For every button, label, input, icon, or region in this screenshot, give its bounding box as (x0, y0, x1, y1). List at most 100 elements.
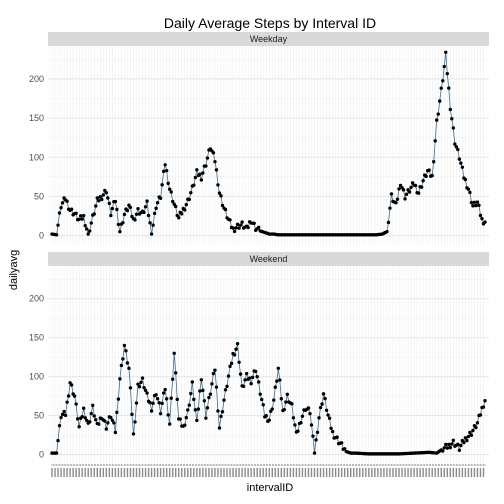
data-point (214, 385, 219, 389)
x-tick-label (398, 468, 400, 477)
data-point (228, 364, 232, 369)
data-point (279, 397, 284, 401)
x-tick-label (181, 468, 183, 477)
vertical-gridlines (51, 266, 484, 464)
data-point (103, 419, 107, 423)
data-point (213, 368, 217, 372)
x-tick-label (54, 468, 56, 477)
data-point (403, 197, 407, 201)
x-tick-label (117, 468, 120, 477)
data-point (450, 442, 454, 446)
x-tick-label (304, 468, 307, 477)
data-point (89, 411, 93, 416)
data-point (92, 414, 96, 418)
data-point (234, 347, 238, 351)
data-point (211, 151, 216, 155)
data-point (435, 118, 439, 122)
y-tick-label: 100 (29, 152, 44, 162)
x-tick-label (331, 468, 334, 477)
panel-strip (48, 32, 489, 46)
data-point (459, 443, 463, 448)
data-point (240, 220, 244, 224)
data-point (327, 416, 332, 420)
data-point (453, 142, 457, 146)
data-point (198, 172, 202, 176)
x-tick-label (482, 468, 485, 477)
data-point (171, 199, 175, 204)
data-point (97, 199, 101, 203)
x-tick-label (325, 468, 328, 477)
x-tick-label (437, 468, 439, 477)
data-point (474, 203, 478, 208)
x-tick-label (171, 468, 174, 477)
x-tick-label (108, 468, 111, 477)
x-tick-label (147, 468, 150, 477)
data-point (208, 392, 213, 396)
data-point (386, 220, 391, 225)
data-point (160, 183, 164, 187)
x-tick-label (395, 468, 397, 477)
y-tick-label: 50 (34, 191, 44, 201)
data-point (444, 50, 448, 54)
data-point (54, 233, 59, 237)
data-point (152, 211, 157, 216)
x-tick-label (93, 468, 95, 477)
data-point (329, 426, 333, 431)
data-point (113, 430, 118, 435)
data-point (457, 157, 462, 161)
data-point (78, 214, 83, 218)
x-tick-label (132, 468, 135, 477)
x-tick-label (232, 468, 234, 477)
x-tick-label (247, 468, 249, 477)
data-point (69, 383, 74, 387)
data-point (143, 205, 148, 209)
data-point (149, 409, 154, 413)
data-point (213, 159, 217, 164)
data-point (468, 430, 472, 435)
data-point (261, 403, 265, 407)
x-tick-label (434, 468, 436, 477)
data-point (140, 376, 145, 380)
data-point (155, 397, 160, 401)
data-point (187, 403, 191, 407)
data-point (74, 211, 78, 215)
x-tick-label (419, 468, 421, 477)
data-point (416, 191, 421, 195)
x-tick-label (265, 468, 267, 477)
x-tick-label (470, 468, 473, 477)
data-point (237, 360, 241, 364)
data-point (161, 391, 166, 395)
data-point (133, 420, 137, 424)
x-tick-label (283, 468, 286, 477)
data-point (407, 190, 412, 194)
y-tick-label: 150 (29, 333, 44, 343)
x-tick-label (199, 468, 201, 477)
data-point (264, 414, 268, 418)
data-point (59, 206, 63, 210)
data-point (244, 371, 249, 376)
x-tick-label (126, 468, 129, 477)
x-tick-label (120, 468, 123, 477)
data-point (318, 405, 323, 410)
data-point (163, 163, 167, 167)
data-point (314, 438, 318, 442)
data-point (459, 161, 463, 165)
x-tick-label (365, 468, 367, 477)
data-point (225, 384, 229, 389)
data-point (448, 107, 452, 112)
data-point (471, 428, 475, 433)
data-point (284, 400, 288, 404)
data-point (441, 79, 445, 83)
data-point (62, 409, 66, 414)
data-point (427, 168, 431, 172)
data-point (433, 139, 437, 143)
data-point (291, 416, 296, 420)
x-tick-label (362, 468, 364, 477)
data-point (172, 351, 176, 356)
data-point (134, 401, 139, 405)
data-point (469, 200, 474, 205)
data-point (430, 173, 434, 178)
panel-strip-label: Weekend (250, 254, 288, 264)
x-tick-label (102, 468, 104, 477)
data-point (121, 357, 125, 361)
